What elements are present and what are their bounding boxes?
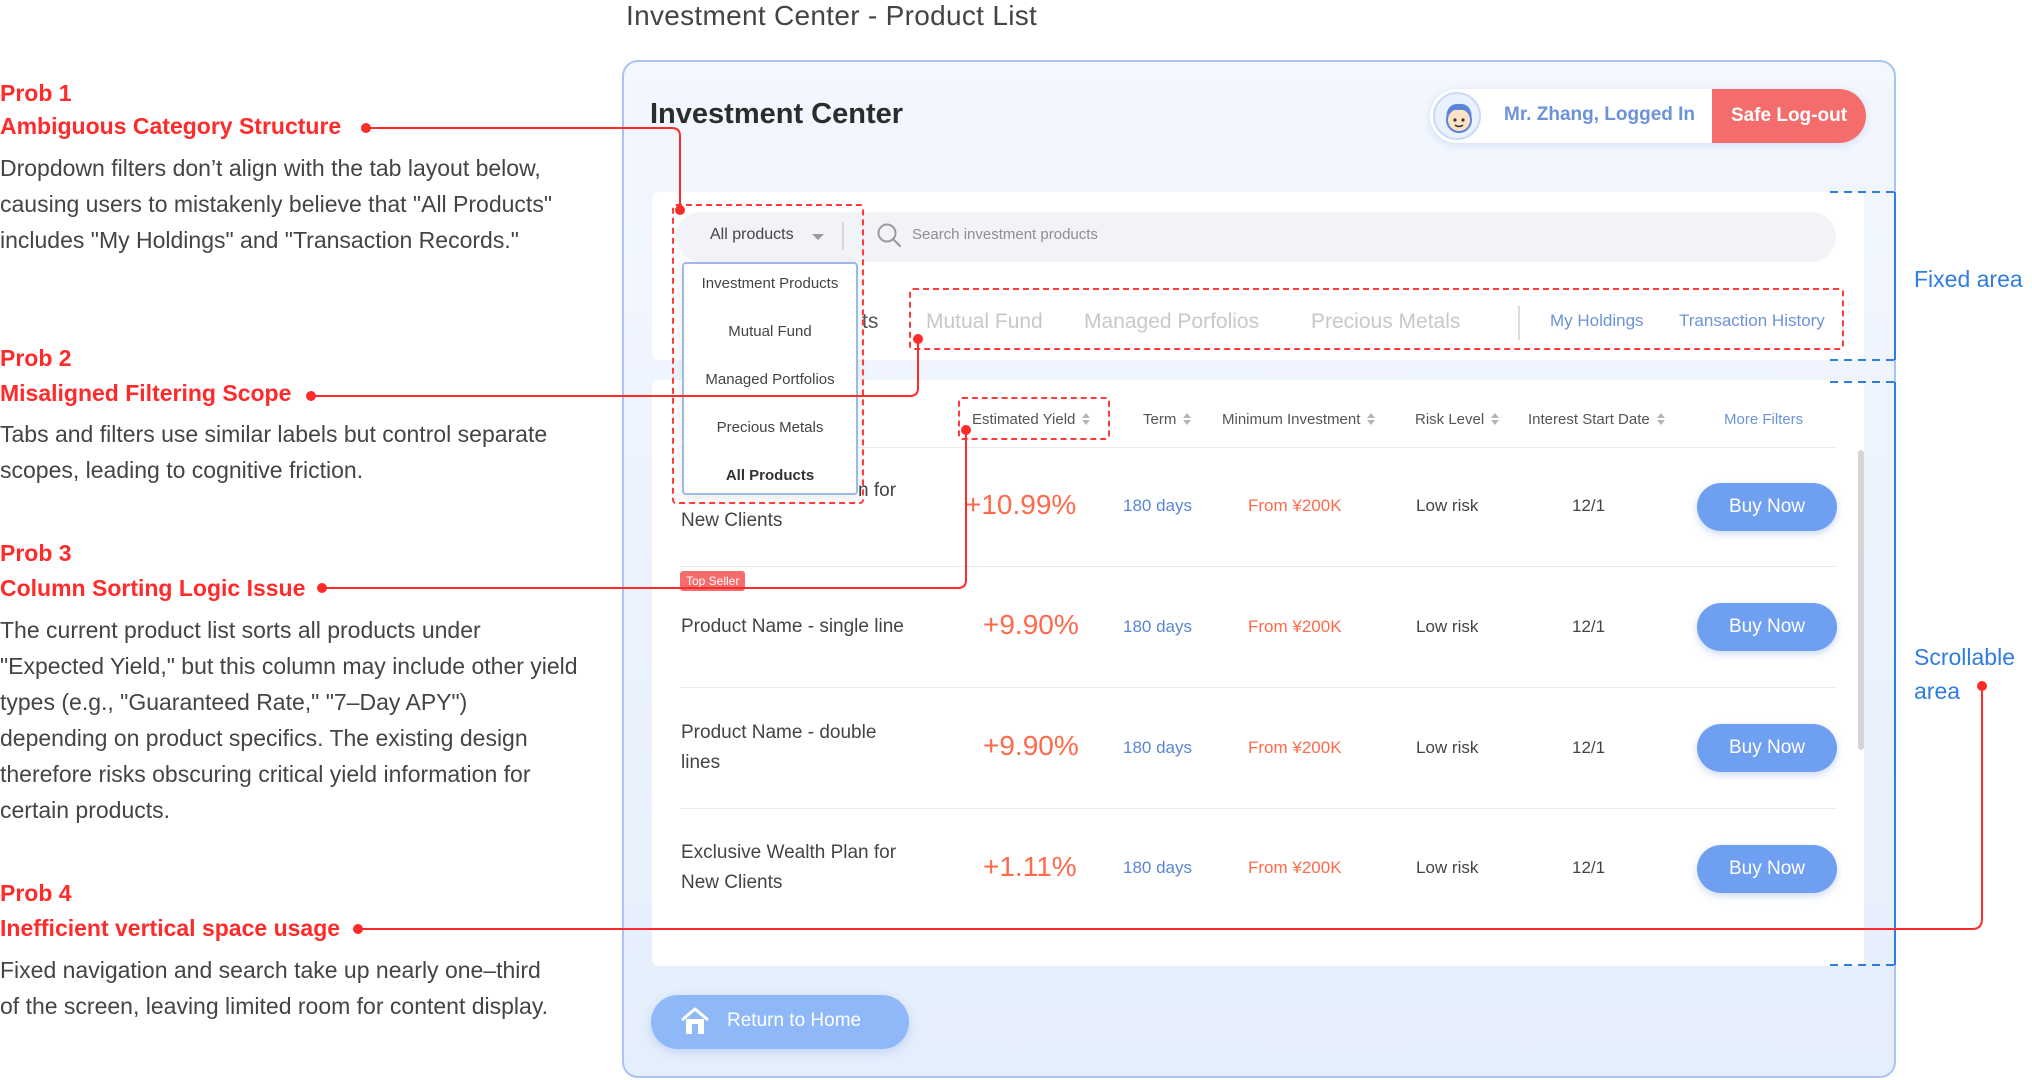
row2-risk: Low risk bbox=[1416, 617, 1479, 636]
prob3-highlight-box bbox=[958, 397, 1110, 440]
prob3-number: Prob 3 bbox=[0, 540, 72, 566]
header-minimum-investment[interactable]: Minimum Investment bbox=[1222, 411, 1376, 428]
header-interest-start-date[interactable]: Interest Start Date bbox=[1528, 411, 1666, 428]
prob4-heading: Inefficient vertical space usage bbox=[0, 915, 341, 941]
search-bar[interactable] bbox=[676, 212, 1836, 262]
scrollbar[interactable] bbox=[1858, 450, 1864, 750]
row3-name-line1: Product Name - double bbox=[681, 722, 877, 743]
header-date-label: Interest Start Date bbox=[1528, 411, 1650, 428]
row2-date: 12/1 bbox=[1572, 617, 1606, 636]
row4-min: From ¥200K bbox=[1248, 858, 1342, 877]
prob3-description: The current product list sorts all produ… bbox=[0, 617, 578, 823]
prob2-number: Prob 2 bbox=[0, 345, 72, 371]
row2-min: From ¥200K bbox=[1248, 617, 1342, 636]
header-risk-label: Risk Level bbox=[1415, 411, 1485, 428]
row4-date: 12/1 bbox=[1572, 858, 1606, 877]
prob2-description: Tabs and filters use similar labels but … bbox=[0, 421, 548, 483]
user-avatar-icon bbox=[1435, 94, 1479, 138]
header-risk-level[interactable]: Risk Level bbox=[1415, 411, 1500, 428]
prob1-description: Dropdown filters don’t align with the ta… bbox=[0, 155, 552, 253]
scrollable-area-label-line2: area bbox=[1914, 678, 1961, 704]
row3-date: 12/1 bbox=[1572, 738, 1606, 757]
app-title: Investment Center bbox=[650, 98, 904, 130]
tab-transaction-history[interactable]: Transaction History bbox=[1679, 311, 1825, 330]
row1-yield: +10.99% bbox=[965, 489, 1077, 520]
page-title: Investment Center - Product List bbox=[626, 0, 1038, 31]
buy-now-button[interactable]: Buy Now bbox=[1697, 845, 1837, 893]
avatar[interactable] bbox=[1433, 92, 1481, 140]
sort-icon bbox=[1367, 413, 1376, 425]
prob4-number: Prob 4 bbox=[0, 880, 72, 906]
tab-mutual-fund[interactable]: Mutual Fund bbox=[926, 310, 1043, 333]
buy-now-button[interactable]: Buy Now bbox=[1697, 483, 1837, 531]
sort-icon bbox=[1491, 413, 1500, 425]
row1-risk: Low risk bbox=[1416, 496, 1479, 515]
row-separator bbox=[680, 566, 1836, 567]
prob1-number: Prob 1 bbox=[0, 80, 72, 106]
prob1-highlight-box bbox=[672, 204, 864, 504]
return-home-label: Return to Home bbox=[727, 1010, 862, 1031]
search-input[interactable]: Search investment products bbox=[912, 226, 1098, 243]
prob1-heading: Ambiguous Category Structure bbox=[0, 113, 342, 139]
row2-term: 180 days bbox=[1123, 617, 1192, 636]
row1-term: 180 days bbox=[1123, 496, 1192, 515]
tab-precious-metals[interactable]: Precious Metals bbox=[1311, 310, 1461, 333]
more-filters-link[interactable]: More Filters bbox=[1724, 411, 1804, 428]
tab-managed-portfolios[interactable]: Managed Porfolios bbox=[1084, 310, 1260, 333]
row4-term: 180 days bbox=[1123, 858, 1192, 877]
row3-term: 180 days bbox=[1123, 738, 1192, 757]
header-yield-label: Estimated Yield bbox=[972, 411, 1076, 428]
tab-partial-label[interactable]: ts bbox=[862, 310, 879, 333]
prob4-description: Fixed navigation and search take up near… bbox=[0, 957, 549, 1019]
home-icon bbox=[681, 1007, 709, 1034]
scrollable-area-label-line1: Scrollable bbox=[1914, 644, 2015, 670]
prob3-heading: Column Sorting Logic Issue bbox=[0, 575, 306, 601]
tab-my-holdings[interactable]: My Holdings bbox=[1550, 311, 1644, 330]
row1-min: From ¥200K bbox=[1248, 496, 1342, 515]
row1-name-line2: New Clients bbox=[681, 510, 783, 531]
top-seller-badge: Top Seller bbox=[680, 571, 746, 591]
fixed-area-label: Fixed area bbox=[1914, 266, 2023, 292]
row3-yield: +9.90% bbox=[983, 730, 1079, 761]
header-min-label: Minimum Investment bbox=[1222, 411, 1361, 428]
dropdown-option-investment-products[interactable]: Investment Products bbox=[701, 275, 839, 292]
user-name[interactable]: Mr. Zhang, Logged In bbox=[1504, 104, 1696, 125]
row-separator bbox=[680, 447, 1836, 448]
dropdown-option-mutual-fund[interactable]: Mutual Fund bbox=[728, 323, 812, 340]
search-icon bbox=[877, 223, 902, 248]
logout-button[interactable]: Safe Log-out bbox=[1712, 89, 1866, 143]
row3-min: From ¥200K bbox=[1248, 738, 1342, 757]
header-term-label: Term bbox=[1143, 411, 1177, 428]
search-divider bbox=[842, 222, 844, 250]
row3-risk: Low risk bbox=[1416, 738, 1479, 757]
sort-icon bbox=[1082, 413, 1091, 425]
header-term[interactable]: Term bbox=[1143, 411, 1192, 428]
sort-icon bbox=[1656, 413, 1665, 425]
prob2-highlight-box bbox=[909, 288, 1844, 350]
row3-name-line2: lines bbox=[681, 752, 721, 773]
tab-divider bbox=[1518, 306, 1520, 340]
buy-now-button[interactable]: Buy Now bbox=[1697, 603, 1837, 651]
row2-yield: +9.90% bbox=[983, 609, 1079, 640]
row1-date: 12/1 bbox=[1572, 496, 1606, 515]
row-separator bbox=[680, 687, 1836, 688]
row4-yield: +1.11% bbox=[983, 851, 1077, 882]
row4-name-line1: Exclusive Wealth Plan for bbox=[681, 842, 897, 863]
chevron-down-icon[interactable] bbox=[812, 234, 824, 240]
row4-name-line2: New Clients bbox=[681, 872, 783, 893]
sort-icon bbox=[1183, 413, 1192, 425]
prob2-heading: Misaligned Filtering Scope bbox=[0, 380, 292, 406]
category-dropdown[interactable]: All products bbox=[710, 226, 794, 243]
row2-name: Product Name - single line bbox=[681, 616, 904, 637]
row-separator bbox=[680, 808, 1836, 809]
buy-now-button[interactable]: Buy Now bbox=[1697, 724, 1837, 772]
row4-risk: Low risk bbox=[1416, 858, 1479, 877]
header-estimated-yield[interactable]: Estimated Yield bbox=[972, 411, 1091, 428]
